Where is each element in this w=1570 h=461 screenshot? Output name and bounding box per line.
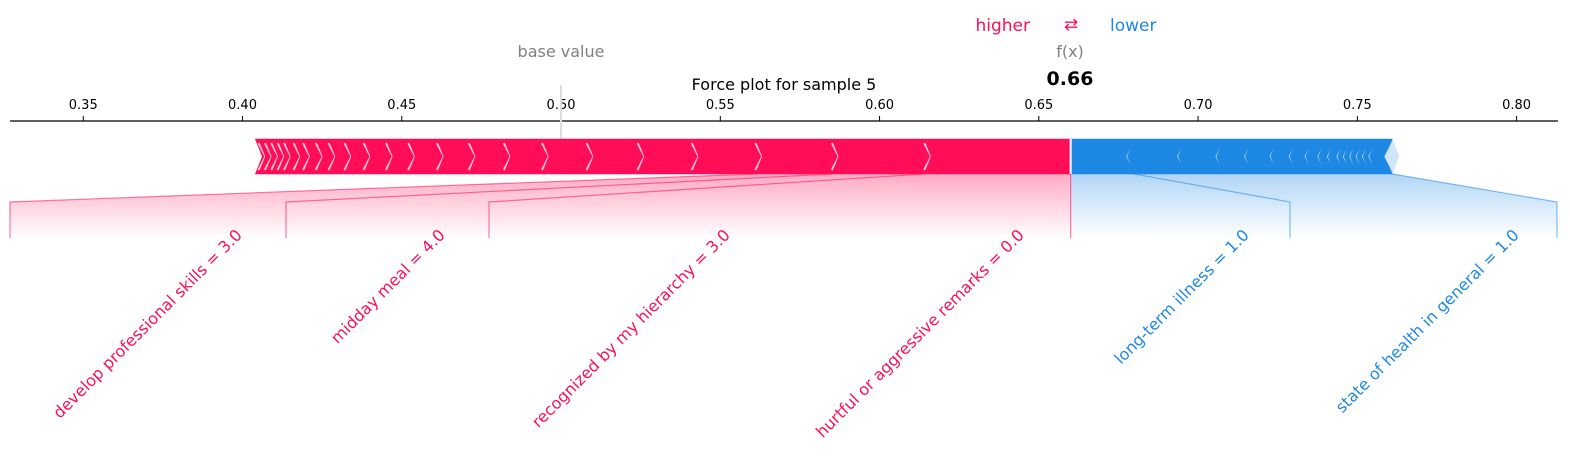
positive-segment — [754, 138, 840, 175]
feature-label: recognized by my hierarchy = 3.0 — [528, 225, 734, 431]
tick-label: 0.70 — [1184, 98, 1213, 113]
tick-label: 0.75 — [1343, 98, 1372, 113]
tick-label: 0.40 — [228, 98, 257, 113]
tick-label: 0.35 — [69, 98, 98, 113]
feature-label: develop professional skills = 3.0 — [49, 225, 246, 422]
chart-title: Force plot for sample 5 — [692, 75, 877, 94]
positive-segment — [586, 138, 645, 175]
feature-connector — [1392, 173, 1558, 238]
feature-label: long-term illness = 1.0 — [1110, 225, 1252, 367]
negative-segment — [1127, 138, 1186, 175]
fx-value: 0.66 — [1047, 68, 1094, 90]
positive-segment — [923, 138, 1071, 175]
negative-segment — [1369, 138, 1393, 175]
positive-gradient-area — [10, 174, 1071, 238]
feature-connector — [1134, 173, 1291, 238]
negative-gradient-area — [1070, 174, 1557, 238]
feature-connector — [488, 173, 925, 238]
positive-segment — [637, 138, 699, 175]
tick-label: 0.45 — [387, 98, 416, 113]
tick-label: 0.65 — [1024, 98, 1053, 113]
feature-label: state of health in general = 1.0 — [1332, 225, 1523, 416]
positive-segment — [831, 138, 932, 175]
legend-lower: lower — [1110, 16, 1156, 36]
negative-segment — [1070, 138, 1135, 175]
segment-separator — [1384, 142, 1394, 171]
feature-label: midday meal = 4.0 — [327, 225, 449, 347]
legend-higher: higher — [975, 16, 1030, 36]
feature-label: hurtful or aggressive remarks = 0.0 — [812, 225, 1028, 441]
legend-arrows-icon: ⇄ — [1064, 15, 1078, 35]
feature-connector — [285, 173, 832, 238]
tick-label: 0.60 — [865, 98, 894, 113]
feature-connector — [9, 173, 756, 238]
positive-segment — [691, 138, 763, 175]
tick-label: 0.80 — [1502, 98, 1531, 113]
tick-label: 0.55 — [706, 98, 735, 113]
positive-segment — [541, 138, 594, 175]
fx-label: f(x) — [1056, 42, 1084, 61]
base-value-label: base value — [518, 42, 605, 61]
